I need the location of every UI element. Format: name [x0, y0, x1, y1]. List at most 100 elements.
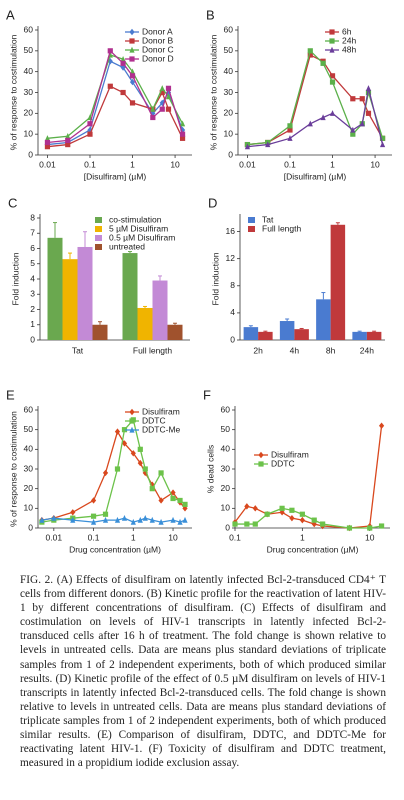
- y-tick-label: 30: [221, 463, 231, 473]
- legend-label: untreated: [109, 241, 145, 251]
- series-line: [247, 88, 384, 148]
- legend-marker: [329, 29, 335, 35]
- data-point: [107, 83, 113, 89]
- data-point: [170, 516, 176, 523]
- data-point: [307, 48, 313, 54]
- data-point: [365, 110, 372, 116]
- legend-marker: [329, 38, 335, 44]
- data-point: [129, 100, 136, 106]
- data-point: [365, 85, 372, 91]
- data-point: [149, 486, 155, 492]
- y-tick-label: 2: [30, 304, 35, 314]
- bar: [167, 324, 183, 340]
- data-point: [378, 422, 385, 429]
- data-point: [114, 428, 121, 435]
- data-point: [329, 110, 336, 116]
- x-axis-label: [Disulfiram] (µM): [84, 171, 147, 181]
- legend-label: 6h: [342, 26, 352, 36]
- legend-swatch: [95, 217, 102, 223]
- panel-label: C: [8, 195, 17, 210]
- data-point: [299, 516, 305, 524]
- error-bar: [173, 322, 177, 325]
- data-point: [70, 509, 76, 516]
- data-point: [159, 106, 165, 112]
- data-point: [142, 466, 148, 472]
- data-point: [177, 518, 183, 525]
- error-bar: [53, 222, 57, 238]
- error-bar: [128, 251, 132, 254]
- y-tick-label: 50: [221, 424, 231, 434]
- data-point: [359, 96, 365, 102]
- data-point: [265, 141, 271, 148]
- series-line: [234, 425, 383, 529]
- data-point: [90, 518, 97, 525]
- data-point: [165, 106, 172, 112]
- data-point: [244, 143, 251, 150]
- y-tick-label: 30: [224, 87, 234, 97]
- data-point: [121, 440, 128, 447]
- legend-label: DDTC-Me: [142, 424, 181, 434]
- data-point: [329, 79, 336, 85]
- y-tick-label: 1: [30, 319, 35, 329]
- y-tick-label: 10: [221, 503, 231, 513]
- data-point: [350, 126, 356, 133]
- data-point: [287, 127, 293, 133]
- error-bar: [299, 327, 304, 330]
- bar: [366, 331, 382, 340]
- data-point: [179, 120, 186, 127]
- x-tick-label: 0.1: [284, 159, 296, 169]
- legend-label: Disulfiram: [142, 406, 180, 416]
- x-tick-label: 10: [168, 532, 178, 542]
- caption: FIG. 2. (A) Effects of disulfiram on lat…: [20, 574, 386, 770]
- data-point: [378, 523, 385, 529]
- x-tick-label: 10: [365, 532, 375, 542]
- data-point: [102, 511, 109, 517]
- bar: [47, 237, 63, 340]
- legend-swatch: [95, 244, 102, 250]
- panel-label: E: [6, 387, 15, 402]
- error-bar: [98, 321, 102, 325]
- error-bar: [143, 305, 147, 308]
- data-point: [130, 450, 136, 457]
- bar: [152, 280, 168, 340]
- x-tick-label: 1: [300, 532, 305, 542]
- legend-swatch: [95, 226, 102, 232]
- series-line: [41, 517, 186, 523]
- data-point: [179, 135, 186, 141]
- data-point: [87, 121, 93, 127]
- data-point: [244, 521, 250, 527]
- y-tick-label: 7: [30, 228, 35, 238]
- data-point: [51, 514, 57, 521]
- data-point: [87, 131, 93, 137]
- data-point: [149, 516, 155, 523]
- y-tick-label: 20: [24, 108, 34, 118]
- legend-label: Donor A: [142, 26, 173, 36]
- y-tick-label: 5: [30, 258, 35, 268]
- x-tick-label: 2h: [253, 345, 263, 355]
- data-point: [320, 521, 326, 527]
- legend-label: Donor D: [142, 53, 174, 63]
- data-point: [279, 505, 285, 511]
- panel-label: A: [6, 7, 15, 22]
- data-point: [137, 516, 143, 523]
- data-point: [121, 514, 128, 521]
- x-tick-label: 10: [370, 159, 380, 169]
- data-point: [87, 126, 93, 134]
- error-bar: [372, 330, 377, 332]
- bar: [92, 324, 108, 340]
- error-bar: [83, 231, 87, 247]
- data-point: [121, 427, 128, 433]
- legend-label: 5 µM Disulfiram: [109, 223, 168, 233]
- data-point: [182, 516, 188, 523]
- data-point: [158, 470, 164, 476]
- data-point: [142, 514, 148, 521]
- legend-label: Disulfiram: [271, 449, 309, 459]
- data-point: [177, 497, 183, 504]
- bar: [294, 329, 309, 340]
- bar: [279, 321, 295, 340]
- panel-label: F: [203, 387, 211, 402]
- y-tick-label: 10: [24, 503, 34, 513]
- data-point: [287, 123, 293, 129]
